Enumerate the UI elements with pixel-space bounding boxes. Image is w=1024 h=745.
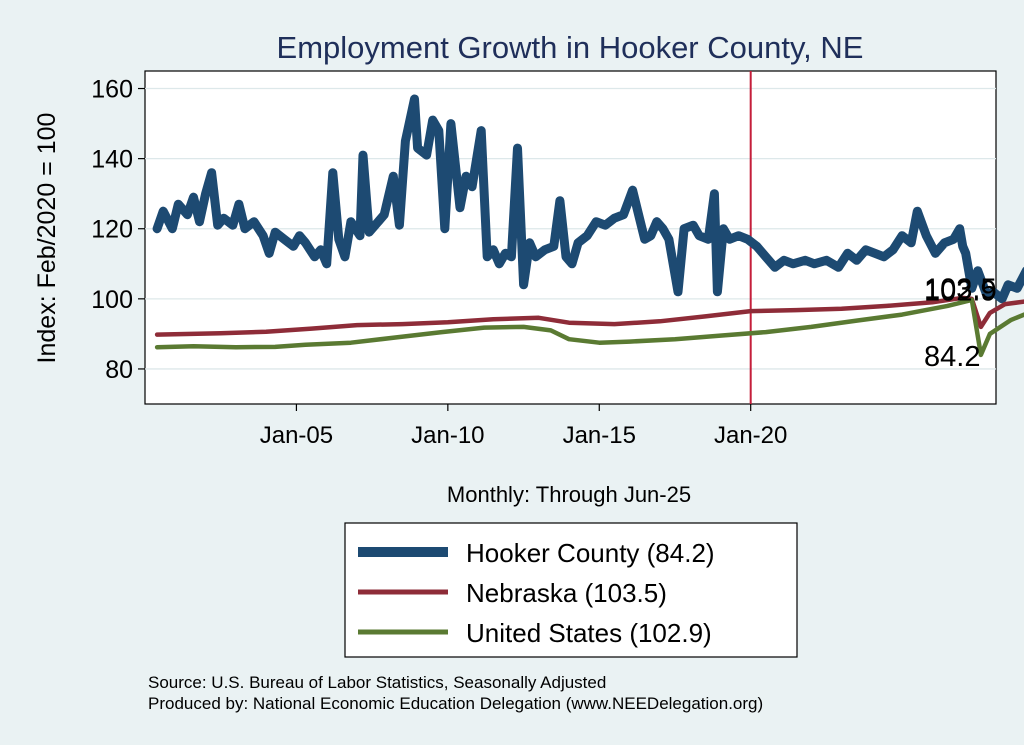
y-axis-label: Index: Feb/2020 = 100	[33, 113, 61, 364]
end-label-hooker-county: 84.2	[924, 341, 980, 373]
series-lines	[152, 94, 1024, 358]
y-tick-label-100: 100	[91, 286, 133, 314]
series-line-nebraska	[154, 295, 1024, 337]
x-axis-label: Monthly: Through Jun-25	[447, 482, 691, 507]
legend-label-hooker: Hooker County (84.2)	[466, 538, 715, 568]
source-note: Source: U.S. Bureau of Labor Statistics,…	[148, 673, 606, 692]
end-label-united-states: 102.9	[924, 276, 997, 308]
x-tick-label-Jan-10: Jan-10	[411, 422, 484, 449]
end-label-nebraska: 103.5	[924, 274, 997, 306]
legend-label-nebraska: Nebraska (103.5)	[466, 578, 667, 608]
producer-note: Produced by: National Economic Education…	[148, 694, 763, 713]
legend: Hooker County (84.2) Nebraska (103.5) Un…	[344, 522, 798, 658]
x-axis: Jan-05 Jan-10 Jan-15 Jan-20	[260, 404, 787, 449]
x-tick-label-Jan-05: Jan-05	[260, 422, 333, 449]
y-tick-label-120: 120	[91, 216, 133, 244]
legend-label-united-states: United States (102.9)	[466, 618, 712, 648]
y-tick-label-140: 140	[91, 146, 133, 174]
gridlines	[145, 87, 996, 370]
y-tick-label-80: 80	[105, 356, 133, 384]
chart-title: Employment Growth in Hooker County, NE	[277, 30, 864, 65]
series-line-hooker-county	[152, 94, 1024, 304]
y-axis: 80 100 120 140 160	[91, 76, 145, 384]
x-tick-label-Jan-15: Jan-15	[563, 422, 636, 449]
x-tick-label-Jan-20: Jan-20	[714, 422, 787, 449]
y-tick-label-160: 160	[91, 76, 133, 104]
series-line-united-states	[154, 297, 1024, 358]
